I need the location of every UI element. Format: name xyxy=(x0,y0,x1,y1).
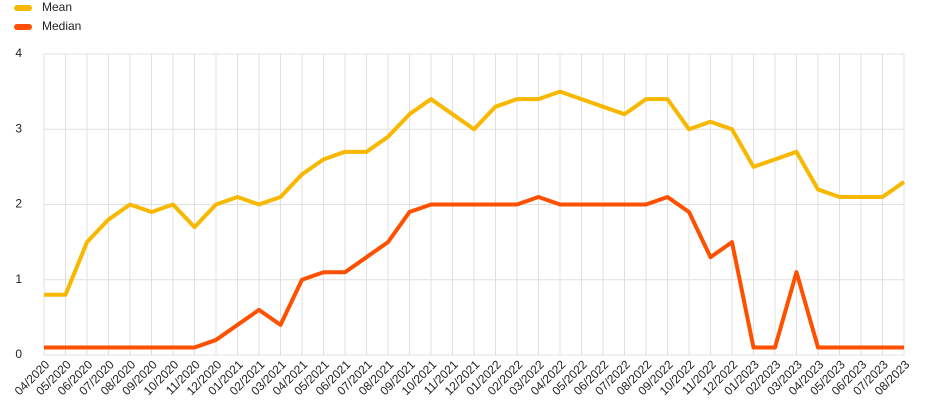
y-tick-label: 2 xyxy=(15,197,22,211)
legend-label: Median xyxy=(42,19,81,33)
y-tick-label: 4 xyxy=(15,46,22,60)
legend-label: Mean xyxy=(42,0,72,14)
legend-swatch xyxy=(14,5,32,11)
line xyxy=(44,89,906,297)
y-tick-label: 3 xyxy=(15,121,22,135)
y-tick-label: 1 xyxy=(15,272,22,286)
legend-swatch xyxy=(14,24,32,30)
y-tick-label: 0 xyxy=(15,347,22,361)
line xyxy=(44,194,904,350)
